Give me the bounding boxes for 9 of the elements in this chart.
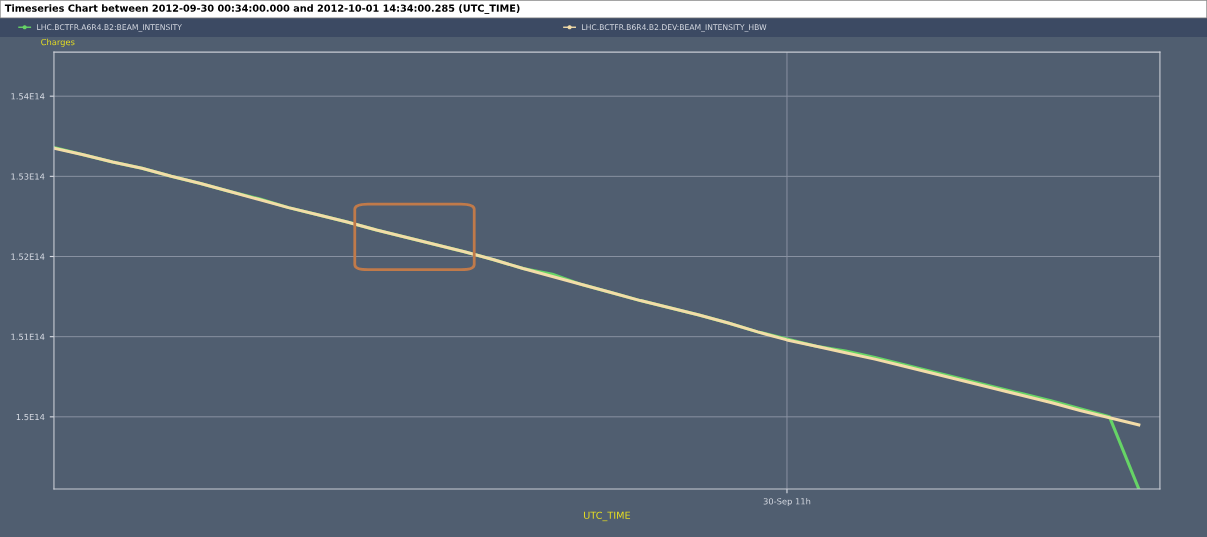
chart-title: Timeseries Chart between 2012-09-30 00:34:00.000 and 2012-10-01 14:34:00.285 (UTC_TIME) [4,4,520,14]
y-tick-label: 1.5E14 [16,413,45,421]
y-axis-title: Charges [41,38,75,47]
y-tick-label: 1.53E14 [11,173,45,180]
y-tick-label: 1.51E14 [11,333,45,340]
y-tick-label: 1.52E14 [11,253,45,260]
y-tick-label: 1.54E14 [11,93,45,100]
x-axis-title: UTC_TIME [584,511,631,522]
x-tick-label: 30-Sep 11h [763,498,811,507]
